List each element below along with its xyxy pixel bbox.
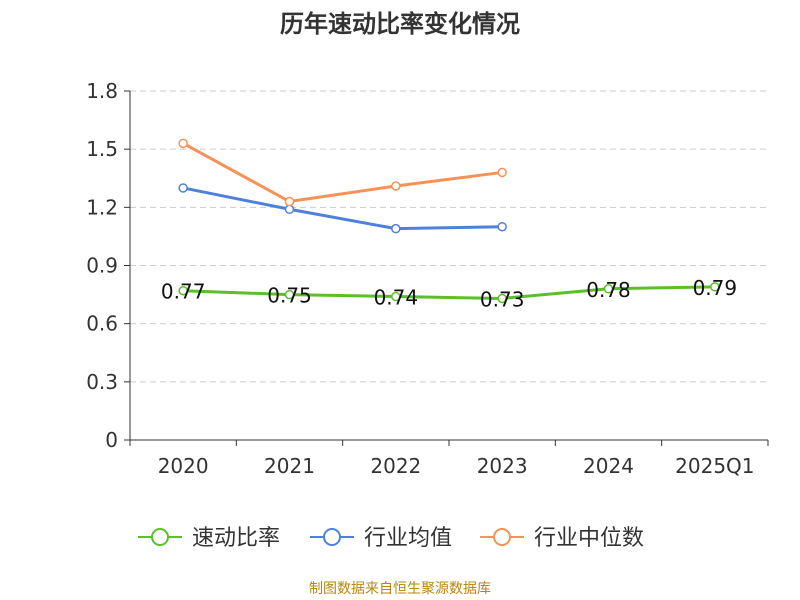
data-point [284, 289, 295, 300]
data-point [497, 293, 507, 304]
legend-marker-icon [493, 528, 511, 546]
x-tick-label: 2021 [264, 454, 315, 478]
data-point [178, 285, 188, 296]
axes: 0 0.3 0.6 0.9 1.2 1.5 1.8 2020 2021 2022 2023 2024 2… [86, 79, 769, 478]
y-tick-label: 0.6 [86, 312, 118, 336]
y-tick-label: 0 [105, 428, 118, 452]
data-point [391, 181, 401, 191]
y-tick-label: 1.8 [86, 79, 118, 103]
chart-title: 历年速动比率变化情况 [280, 10, 520, 38]
legend-label: 行业中位数 [534, 526, 644, 551]
data-point [497, 221, 507, 232]
data-label: 0.75 [267, 284, 312, 308]
series-lines [178, 138, 720, 304]
legend-label: 行业均值 [364, 526, 452, 551]
source-note: 制图数据来自恒生聚源数据库 [309, 581, 491, 597]
legend: 速动比率 行业均值 行业中位数 [138, 526, 644, 551]
data-point [178, 183, 188, 193]
x-tick-label: 2023 [477, 454, 528, 478]
legend-item-1: 行业均值 [310, 526, 452, 551]
y-tick-label: 1.2 [86, 195, 118, 219]
data-point [497, 167, 507, 178]
data-label: 0.79 [693, 276, 738, 300]
data-point [284, 196, 295, 207]
data-point [284, 204, 295, 215]
legend-marker-icon [323, 528, 341, 546]
series-line-1 [182, 186, 503, 231]
series-line-2 [182, 142, 503, 204]
data-labels: 0.77 0.75 0.74 0.73 0.78 0.79 [161, 276, 737, 312]
legend-marker-icon [151, 528, 169, 546]
legend-label: 速动比率 [192, 526, 280, 551]
data-point [391, 291, 401, 302]
grid-lines [130, 90, 768, 383]
data-label: 0.78 [586, 278, 631, 302]
y-tick-label: 0.9 [86, 254, 118, 278]
data-point [603, 284, 614, 294]
data-label: 0.77 [161, 280, 206, 304]
y-tick-label: 0.3 [86, 370, 118, 394]
data-point [391, 223, 401, 234]
x-tick-label: 2022 [370, 454, 421, 478]
legend-item-2: 行业中位数 [480, 526, 644, 551]
data-label: 0.73 [480, 287, 525, 311]
series-line-0 [183, 285, 715, 300]
x-tick-label: 2024 [583, 454, 634, 478]
x-tick-label: 2020 [158, 454, 209, 478]
y-tick-label: 1.5 [86, 137, 118, 161]
legend-item-0: 速动比率 [138, 526, 280, 551]
data-point [710, 282, 720, 292]
data-label: 0.74 [374, 286, 419, 310]
x-tick-label: 2025Q1 [675, 454, 754, 478]
data-point [178, 138, 188, 149]
